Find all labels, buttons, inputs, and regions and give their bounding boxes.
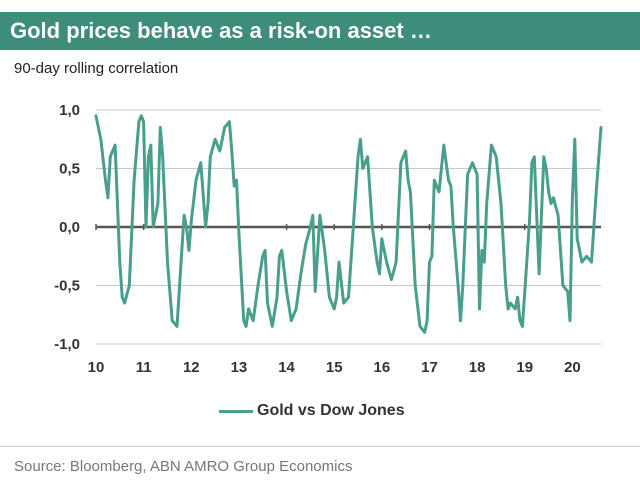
y-tick-label: 0,5 [59, 161, 80, 178]
y-axis-ticks: 1,0 0,5 0,0 -0,5 -1,0 [54, 102, 80, 353]
series-line-gold-vs-dow-jones [94, 114, 603, 334]
line-chart: 1,0 0,5 0,0 -0,5 -1,0 10 11 12 13 14 15 16 17 18 19 20 [54, 102, 603, 376]
source-note: Source: Bloomberg, ABN AMRO Group Econom… [14, 458, 353, 475]
series-lines [94, 114, 603, 334]
chart-title: Gold prices behave as a risk-on asset … [0, 12, 640, 50]
chart-subtitle: 90-day rolling correlation [14, 60, 179, 77]
x-tick-label: 14 [278, 359, 295, 376]
x-tick-label: 12 [183, 359, 200, 376]
y-tick-label: 0,0 [59, 219, 80, 236]
x-tick-label: 18 [469, 359, 486, 376]
x-tick-label: 16 [374, 359, 391, 376]
x-axis-ticks: 10 11 12 13 14 15 16 17 18 19 20 [88, 224, 581, 376]
legend-swatch [219, 409, 253, 413]
x-tick-label: 13 [231, 359, 248, 376]
y-tick-label: -0,5 [54, 278, 80, 295]
x-tick-label: 20 [564, 359, 581, 376]
x-tick-label: 17 [421, 359, 438, 376]
y-tick-label: 1,0 [59, 102, 80, 119]
legend: Gold vs Dow Jones [219, 400, 405, 422]
x-tick-label: 15 [326, 359, 343, 376]
x-tick-label: 10 [88, 359, 105, 376]
legend-label: Gold vs Dow Jones [257, 402, 405, 419]
x-tick-label: 19 [516, 359, 533, 376]
y-tick-label: -1,0 [54, 336, 80, 353]
x-tick-label: 11 [136, 359, 152, 376]
footer-divider [0, 446, 640, 447]
